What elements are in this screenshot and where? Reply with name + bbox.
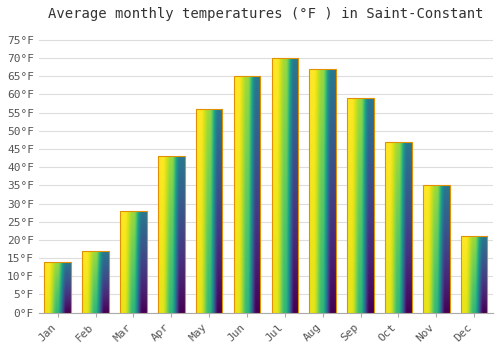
Bar	[385, 142, 411, 313]
Bar	[461, 236, 487, 313]
Bar	[158, 156, 184, 313]
Title: Average monthly temperatures (°F ) in Saint-Constant: Average monthly temperatures (°F ) in Sa…	[48, 7, 484, 21]
Bar	[310, 69, 336, 313]
Bar	[82, 251, 109, 313]
Bar	[423, 186, 450, 313]
Bar	[44, 262, 71, 313]
Bar	[234, 76, 260, 313]
Bar	[120, 211, 146, 313]
Bar	[348, 98, 374, 313]
Bar	[272, 58, 298, 313]
Bar	[196, 109, 222, 313]
